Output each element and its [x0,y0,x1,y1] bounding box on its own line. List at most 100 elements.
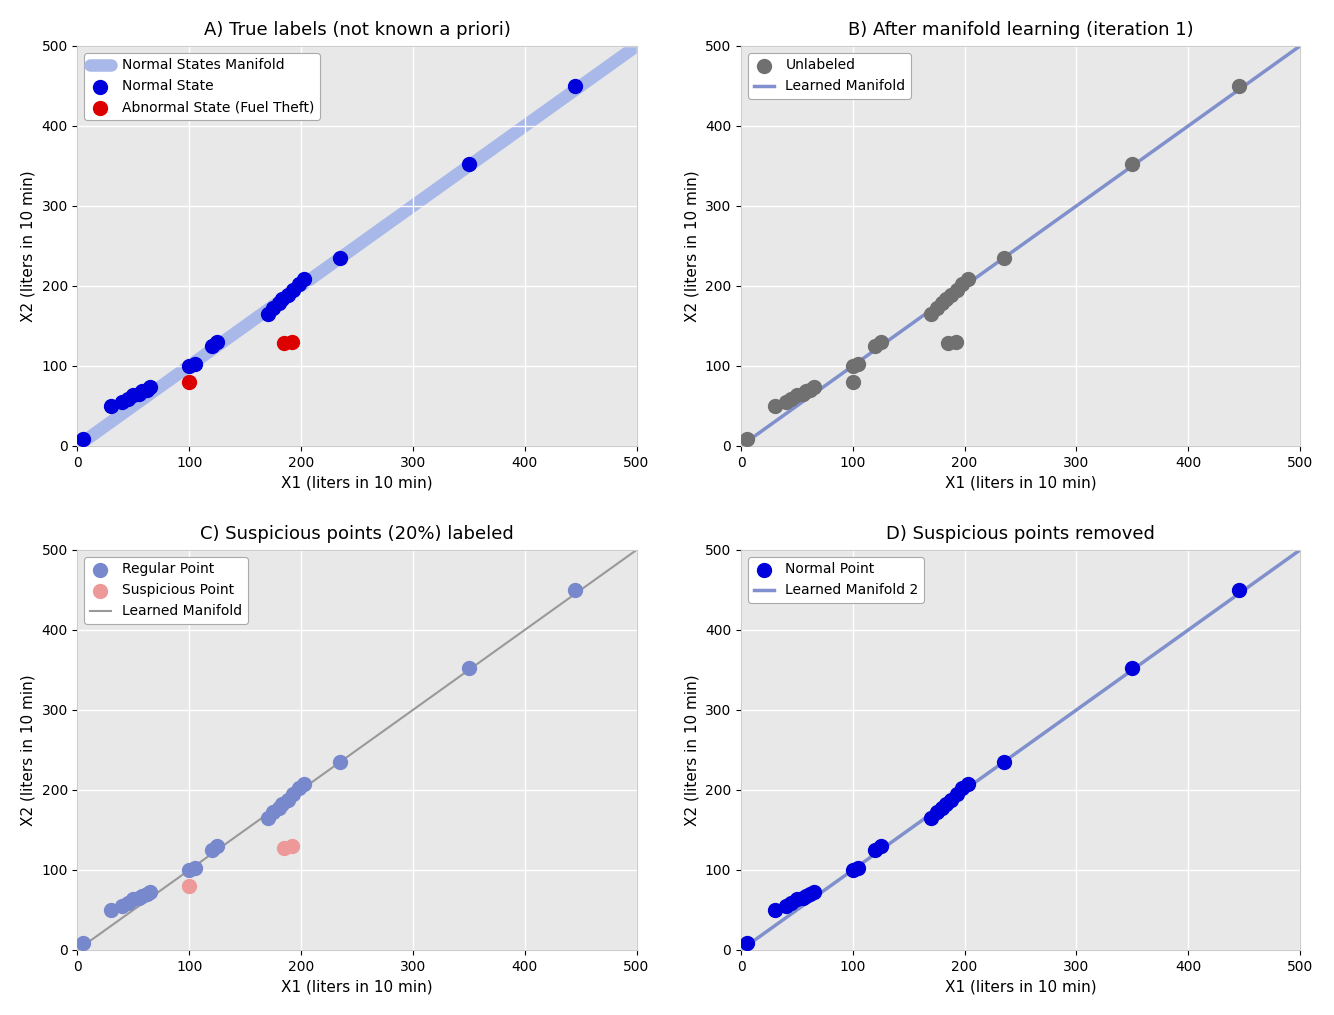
Regular Point [564,582,586,598]
Legend: Normal States Manifold, Normal State, Abnormal State (Fuel Theft): Normal States Manifold, Normal State, Ab… [84,53,320,120]
Unlabeled [842,357,863,374]
Suspicious Point [273,839,295,856]
Regular Point [123,891,144,907]
Unlabeled [764,398,786,414]
Regular Point [72,936,93,952]
Regular Point [257,810,279,826]
Regular Point [128,890,149,906]
Unlabeled [792,386,814,402]
Normal State [268,295,289,312]
Normal Point [786,891,807,907]
Regular Point [112,898,133,915]
Unlabeled [951,276,972,292]
Normal Point [870,837,891,854]
Normal Point [842,862,863,878]
Unlabeled [920,306,942,322]
Normal Point [951,781,972,797]
Abnormal State (Fuel Theft) [179,374,200,390]
Title: B) After manifold learning (iteration 1): B) After manifold learning (iteration 1) [847,21,1194,39]
Unlabeled [992,250,1014,266]
Normal State [132,384,153,400]
Normal Point [847,860,868,876]
Regular Point [458,660,479,676]
Normal Point [1122,660,1143,676]
X-axis label: X1 (liters in 10 min): X1 (liters in 10 min) [944,979,1097,994]
Unlabeled [926,300,947,317]
Unlabeled [736,431,758,448]
Y-axis label: X2 (liters in 10 min): X2 (liters in 10 min) [684,171,699,322]
Normal Point [935,796,956,812]
Regular Point [132,887,153,903]
Regular Point [271,796,292,812]
Normal Point [795,887,816,903]
Regular Point [329,754,351,770]
Suspicious Point [179,878,200,894]
Normal Point [926,804,947,820]
Abnormal State (Fuel Theft) [273,335,295,351]
Unlabeled [795,384,816,400]
Normal State [458,155,479,172]
Regular Point [184,860,205,876]
Normal State [72,431,93,448]
Normal State [257,306,279,322]
Normal State [263,300,284,317]
Regular Point [179,862,200,878]
Regular Point [277,792,299,808]
Normal Point [920,810,942,826]
Normal State [140,380,161,396]
Unlabeled [775,394,796,410]
Normal State [277,287,299,303]
Y-axis label: X2 (liters in 10 min): X2 (liters in 10 min) [21,674,36,826]
Regular Point [140,883,161,899]
Title: D) Suspicious points removed: D) Suspicious points removed [886,525,1155,543]
Normal State [293,271,315,287]
Regular Point [201,841,223,858]
Normal State [100,398,121,414]
Normal Point [803,883,824,899]
X-axis label: X1 (liters in 10 min): X1 (liters in 10 min) [944,475,1097,490]
Y-axis label: X2 (liters in 10 min): X2 (liters in 10 min) [21,171,36,322]
Unlabeled [780,392,802,408]
Unlabeled [864,338,886,354]
Unlabeled [938,335,959,351]
Normal State [128,386,149,402]
Unlabeled [803,380,824,396]
Normal Point [780,895,802,911]
Unlabeled [931,295,952,312]
Normal Point [958,775,979,792]
Y-axis label: X2 (liters in 10 min): X2 (liters in 10 min) [684,674,699,826]
Normal Point [1227,582,1249,598]
Normal Point [792,890,814,906]
Unlabeled [847,356,868,373]
Normal State [179,357,200,374]
Legend: Unlabeled, Learned Manifold: Unlabeled, Learned Manifold [748,53,911,98]
Unlabeled [935,291,956,308]
Legend: Normal Point, Learned Manifold 2: Normal Point, Learned Manifold 2 [748,557,924,603]
Normal Point [992,754,1014,770]
Normal State [271,291,292,308]
Normal State [123,388,144,404]
X-axis label: X1 (liters in 10 min): X1 (liters in 10 min) [281,475,432,490]
Normal State [283,282,304,298]
Normal State [117,392,139,408]
Suspicious Point [281,837,303,854]
Normal State [184,356,205,373]
Unlabeled [842,374,863,390]
Regular Point [100,901,121,918]
Normal State [288,276,309,292]
Normal Point [864,841,886,858]
Unlabeled [786,388,807,404]
Normal State [564,78,586,94]
Unlabeled [870,334,891,350]
Regular Point [207,837,228,854]
Normal Point [764,901,786,918]
Normal State [207,334,228,350]
Title: C) Suspicious points (20%) labeled: C) Suspicious points (20%) labeled [200,525,514,543]
Unlabeled [799,382,820,398]
Normal State [201,338,223,354]
Regular Point [293,775,315,792]
Abnormal State (Fuel Theft) [281,334,303,350]
Regular Point [283,786,304,802]
Regular Point [136,886,157,902]
Normal Point [736,936,758,952]
